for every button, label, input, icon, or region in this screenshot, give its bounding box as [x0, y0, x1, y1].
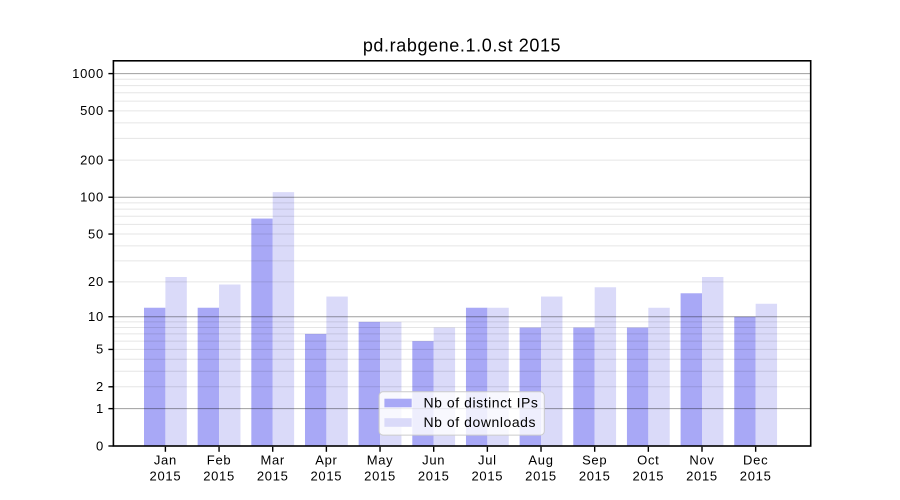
svg-text:May: May — [367, 453, 394, 468]
svg-text:Jan: Jan — [154, 453, 177, 468]
svg-text:2: 2 — [96, 379, 104, 394]
svg-text:200: 200 — [80, 152, 104, 167]
svg-text:Nb of distinct IPs: Nb of distinct IPs — [424, 395, 539, 411]
svg-text:Jun: Jun — [422, 453, 445, 468]
svg-text:2015: 2015 — [364, 469, 396, 484]
svg-text:Dec: Dec — [743, 453, 768, 468]
svg-text:2015: 2015 — [632, 469, 664, 484]
svg-text:Jul: Jul — [478, 453, 497, 468]
svg-text:0: 0 — [96, 438, 104, 453]
svg-text:Feb: Feb — [207, 453, 232, 468]
svg-text:20: 20 — [88, 274, 104, 289]
svg-text:2015: 2015 — [525, 469, 557, 484]
svg-text:Nov: Nov — [689, 453, 714, 468]
svg-text:Aug: Aug — [528, 453, 553, 468]
svg-text:2015: 2015 — [686, 469, 718, 484]
svg-text:100: 100 — [80, 190, 104, 205]
svg-text:2015: 2015 — [257, 469, 289, 484]
svg-text:1000: 1000 — [72, 66, 104, 81]
svg-text:Oct: Oct — [637, 453, 659, 468]
svg-text:Nb of downloads: Nb of downloads — [424, 414, 537, 430]
svg-text:1: 1 — [96, 401, 104, 416]
svg-text:Mar: Mar — [260, 453, 285, 468]
svg-text:2015: 2015 — [203, 469, 235, 484]
svg-text:10: 10 — [88, 309, 104, 324]
svg-text:Apr: Apr — [315, 453, 337, 468]
svg-text:Sep: Sep — [582, 453, 607, 468]
svg-text:5: 5 — [96, 342, 104, 357]
svg-text:500: 500 — [80, 103, 104, 118]
svg-text:2015: 2015 — [740, 469, 772, 484]
svg-text:2015: 2015 — [471, 469, 503, 484]
svg-text:2015: 2015 — [311, 469, 343, 484]
svg-text:2015: 2015 — [150, 469, 182, 484]
svg-text:50: 50 — [88, 226, 104, 241]
svg-text:2015: 2015 — [579, 469, 611, 484]
svg-text:2015: 2015 — [418, 469, 450, 484]
svg-text:pd.rabgene.1.0.st 2015: pd.rabgene.1.0.st 2015 — [363, 36, 561, 56]
